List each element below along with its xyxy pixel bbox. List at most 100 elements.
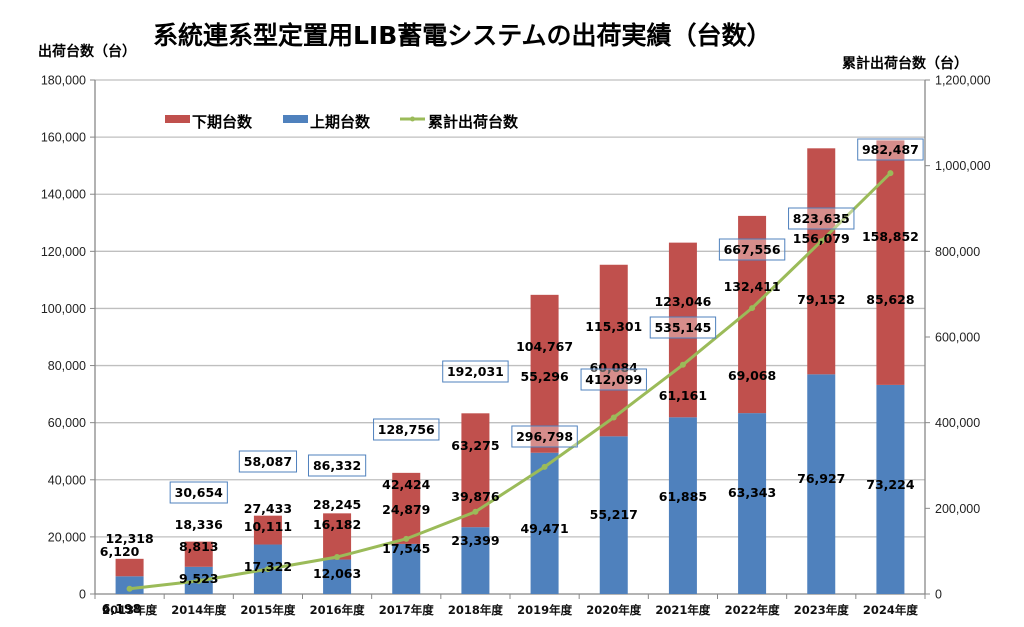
label-upper-half: 73,224 [866,477,915,492]
label-cumulative: 30,654 [175,485,224,500]
left-tick-label: 180,000 [41,74,86,88]
right-tick-label: 200,000 [935,502,980,516]
label-cumulative: 128,756 [378,422,435,437]
label-total: 42,424 [382,477,431,492]
bar-upper-half [876,384,905,594]
cumulative-point [818,238,825,245]
cumulative-point [264,566,271,573]
label-upper-half: 9,523 [179,571,219,586]
label-total: 123,046 [654,294,711,309]
left-tick-label: 40,000 [48,473,86,487]
bar-lower-half [807,148,836,375]
label-cumulative-box [718,238,786,261]
label-lower-half: 10,111 [244,519,292,534]
label-lower-half: 6,120 [100,544,140,559]
chart-title: 系統連系型定置用LIB蓄電システムの出荷実績（台数） [153,21,772,50]
label-cumulative: 535,145 [654,320,711,335]
label-total: 115,301 [585,319,642,334]
right-tick-label: 0 [935,588,942,602]
label-cumulative-box [788,207,855,230]
cumulative-point [126,585,133,592]
category-label: 2013年度 [102,603,158,617]
cumulative-point [472,508,479,515]
cumulative-point [887,170,894,177]
label-upper-half: 23,399 [451,533,499,548]
legend-label-upper: 上期台数 [310,113,371,131]
label-cumulative-box [857,138,924,161]
label-cumulative-box [238,450,298,473]
label-upper-half: 49,471 [520,521,568,536]
right-tick-label: 800,000 [935,245,980,259]
legend: 下期台数 上期台数 累計出荷台数 [165,113,519,131]
label-lower-half: 69,068 [728,368,776,383]
category-label: 2021年度 [655,603,711,617]
label-cumulative-box [580,368,647,391]
bar-upper-half [599,436,628,594]
category-label: 2014年度 [171,603,227,617]
right-axis-ticks: 0 200,000 400,000 600,000 800,000 1,000,000 1,… [925,74,991,602]
label-upper-half: 76,927 [797,471,845,486]
legend-marker-cumulative [410,116,415,122]
left-tick-label: 0 [79,588,86,602]
bar-lower-half [876,140,905,385]
label-cumulative-box [169,481,228,504]
right-tick-label: 400,000 [935,416,980,430]
cumulative-point [541,463,548,470]
cumulative-point [679,361,686,368]
bar-upper-half [323,559,352,594]
label-lower-half: 8,813 [179,539,219,554]
label-upper-half: 17,322 [244,559,292,574]
bars [115,140,905,594]
cumulative-point [749,305,756,312]
bar-lower-half [253,515,282,545]
left-tick-label: 100,000 [41,302,86,316]
label-cumulative-box [511,425,578,448]
label-upper-half: 12,063 [313,566,361,581]
cumulative-point [334,554,341,561]
label-upper-half: 61,885 [659,489,707,504]
gridlines [95,79,925,538]
left-tick-label: 120,000 [41,245,86,259]
label-total: 132,411 [724,279,781,294]
label-cumulative: 192,031 [447,364,504,379]
left-tick-label: 140,000 [41,188,86,202]
label-cumulative: 982,487 [862,142,919,157]
cumulative-point [610,414,617,421]
label-lower-half: 16,182 [313,517,361,532]
legend-swatch-lower [165,115,190,123]
label-total: 27,433 [244,501,292,516]
category-labels: 2013年度 2014年度 2015年度 2016年度 2017年度 2018年度 2019… [102,603,918,617]
category-label: 2016年度 [310,603,366,617]
label-total: 104,767 [516,339,573,354]
bar-upper-half [668,417,697,594]
label-upper-half: 17,545 [382,541,430,556]
category-label: 2017年度 [379,603,435,617]
right-tick-label: 1,200,000 [935,74,991,88]
label-upper-half: 6,198 [102,601,142,616]
bar-lower-half [115,558,144,577]
legend-label-cumulative: 累計出荷台数 [428,113,519,131]
label-lower-half: 79,152 [797,292,845,307]
right-tick-label: 600,000 [935,331,980,345]
label-lower-half: 61,161 [659,388,707,403]
category-label: 2015年度 [240,603,296,617]
left-tick-label: 160,000 [41,131,86,145]
label-total: 18,336 [175,517,224,532]
bar-upper-half [738,413,767,594]
label-total: 63,275 [451,438,499,453]
bar-upper-half [392,543,421,594]
bar-lower-half [184,541,213,567]
label-cumulative: 412,099 [585,372,642,387]
left-axis-ticks: 0 20,000 40,000 60,000 80,000 100,000 120,000 1… [41,74,95,602]
bar-upper-half [461,527,490,594]
cumulative-point [403,535,410,542]
bar-lower-half [461,413,490,528]
bar-upper-half [530,452,559,594]
cumulative-point [195,577,202,584]
label-total: 158,852 [862,229,919,244]
label-total: 156,079 [793,231,850,246]
left-tick-label: 60,000 [48,416,86,430]
category-label: 2022年度 [725,603,781,617]
